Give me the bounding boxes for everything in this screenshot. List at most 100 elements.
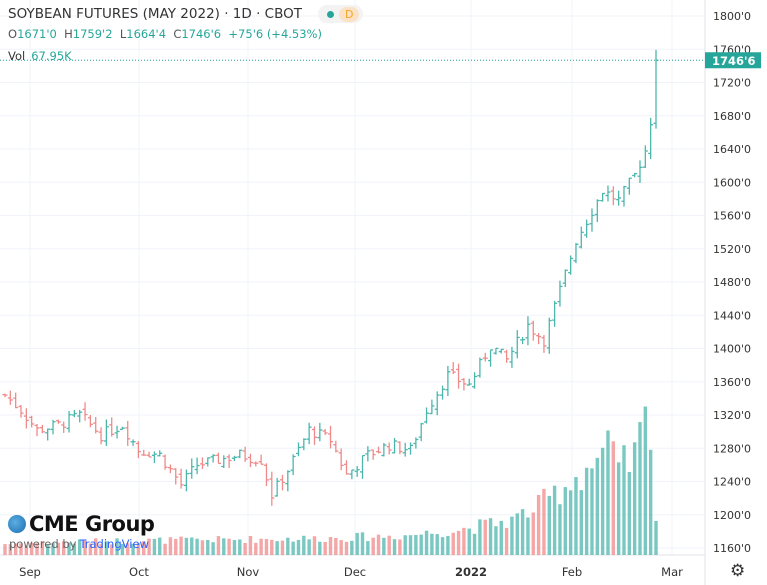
ohlc-bar (253, 461, 259, 467)
volume-bar (590, 468, 594, 555)
price-tick: 1560'0 (713, 210, 751, 223)
volume-bar (398, 539, 402, 555)
volume-bar (136, 543, 141, 555)
volume-bar (190, 537, 194, 555)
symbol-title[interactable]: SOYBEAN FUTURES (MAY 2022) · 1D · CBOT (8, 6, 302, 22)
ohlc-bar (365, 446, 371, 462)
ohlc-bar (360, 454, 366, 479)
ohlc-bar (568, 255, 574, 275)
volume-bar (211, 542, 215, 555)
volume-bar (344, 541, 349, 555)
price-tick: 1800'0 (713, 10, 751, 23)
price-tick: 1640'0 (713, 143, 751, 156)
ohlc-bar (87, 415, 93, 428)
volume-bar (574, 477, 578, 555)
volume-bar (536, 494, 541, 555)
ohlc-bar (279, 474, 285, 491)
ohlc-bar (301, 438, 307, 451)
ohlc-bar (621, 185, 627, 207)
time-tick: Mar (661, 565, 683, 579)
volume-bar (243, 542, 247, 555)
volume-bar (558, 504, 562, 555)
ohlc-bar (135, 441, 141, 459)
volume-bar (563, 487, 567, 555)
volume-bar (622, 445, 626, 555)
volume-bar (462, 527, 466, 555)
ohlc-bar (413, 437, 419, 449)
volume-bar (40, 541, 45, 555)
ohlc-bar (530, 320, 536, 341)
ohlc-bar (231, 455, 237, 462)
volume-bar (483, 519, 487, 555)
volume-bar (8, 544, 13, 555)
ohlc-bar (402, 442, 408, 457)
volume-bar (200, 540, 205, 555)
volume-bar (467, 528, 471, 555)
volume-bar (216, 536, 221, 555)
ohlc-bar (34, 424, 40, 437)
volume-bar (355, 532, 359, 555)
price-tick: 1360'0 (713, 376, 751, 389)
ohlc-bar (338, 448, 344, 471)
volume-bar (99, 544, 103, 555)
ohlc-bar (7, 390, 13, 405)
volume-bar (606, 430, 610, 555)
ohlc-bar (344, 460, 350, 475)
high-value: 1759'2 (72, 27, 113, 41)
volume-bar (382, 537, 386, 555)
ohlc-bar (119, 426, 125, 430)
ohlc-bar (45, 428, 51, 441)
price-tick: 1440'0 (713, 309, 751, 322)
high-label: H (64, 27, 73, 41)
time-tick: Feb (562, 565, 582, 579)
ohlc-bar (274, 477, 280, 497)
volume-bar (350, 540, 354, 555)
volume-bar (552, 485, 557, 555)
ohlc-bar (376, 446, 382, 454)
volume-bar (248, 536, 253, 555)
ohlc-bar (151, 451, 157, 464)
ohlc-bar (541, 335, 547, 353)
ohlc-bar (349, 469, 355, 480)
volume-bar (440, 537, 445, 555)
volume-bar (600, 447, 605, 555)
volume-bar (126, 543, 130, 555)
ohlc-bar (637, 160, 643, 183)
ohlc-bar (610, 186, 616, 206)
powered-by[interactable]: powered by TradingView (9, 537, 149, 551)
ohlc-bar (285, 470, 291, 492)
volume-value: 67.95K (31, 49, 72, 63)
ohlc-bar (642, 145, 648, 168)
ohlc-bar (210, 454, 216, 463)
ohlc-bar (103, 419, 109, 446)
last-price-badge (705, 52, 761, 69)
volume-bar (456, 530, 461, 555)
ohlc-bar (157, 450, 163, 457)
volume-bar (184, 537, 189, 555)
ohlc-bar (498, 348, 504, 354)
ohlc-bar (418, 422, 424, 442)
volume-bar (56, 542, 61, 555)
ohlc-bar (242, 446, 248, 462)
ohlc-bar (66, 411, 72, 433)
volume-bar (435, 534, 439, 555)
ohlc-bar (536, 333, 542, 345)
volume-bar (632, 442, 637, 555)
ohlc-bar (557, 280, 563, 307)
ohlc-bar (93, 416, 99, 434)
chart-legend: SOYBEAN FUTURES (MAY 2022) · 1D · CBOT D… (8, 5, 364, 63)
volume-bar (499, 520, 503, 555)
ohlc-bar (472, 372, 478, 389)
volume-bar (51, 543, 55, 555)
volume-bar (627, 471, 632, 555)
ohlc-bar (440, 385, 446, 400)
volume-bar (339, 540, 343, 555)
ohlc-bar (173, 468, 179, 485)
status-dot-icon (326, 10, 334, 18)
volume-bar (78, 539, 82, 555)
volume-bar (152, 538, 157, 555)
ohlc-bar (141, 449, 147, 456)
settings-gear-icon[interactable]: ⚙ (730, 561, 746, 581)
tradingview-link[interactable]: TradingView (79, 537, 149, 551)
